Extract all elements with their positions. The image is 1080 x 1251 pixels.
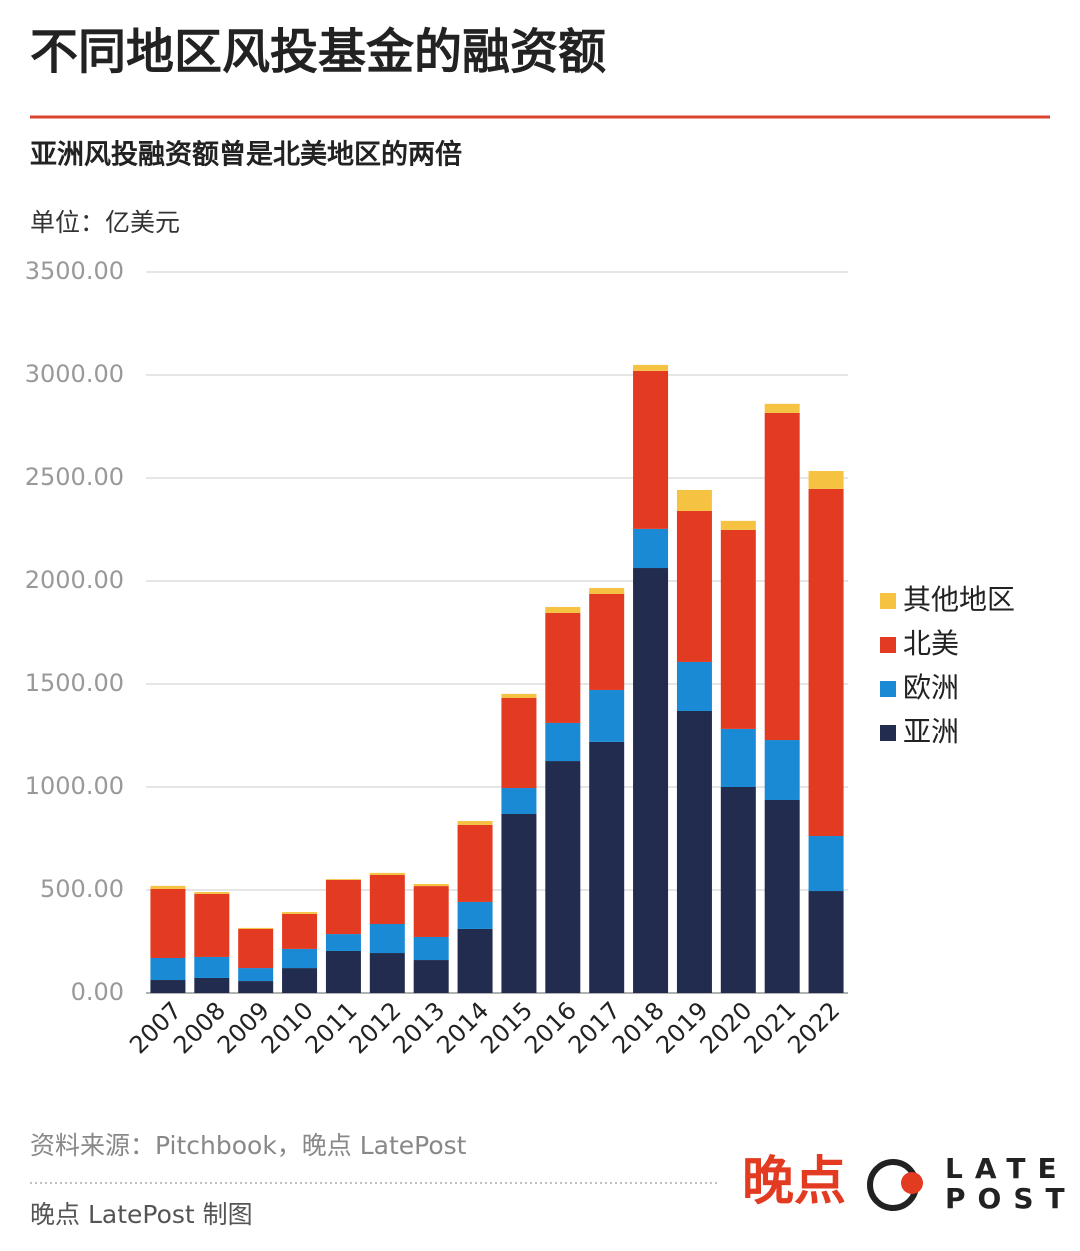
y-tick-label: 1000.00 — [25, 772, 124, 800]
bar-segment — [194, 893, 230, 957]
bar-segment — [369, 953, 405, 993]
bar-segment — [633, 370, 669, 529]
bar-segment — [238, 968, 274, 982]
bar-segment — [720, 787, 756, 993]
bar-segment — [150, 885, 186, 889]
bar-segment — [413, 936, 449, 961]
bar-segment — [325, 879, 361, 935]
bar-segment — [676, 661, 712, 711]
legend-label: 其他地区 — [903, 583, 1015, 616]
bar-segment — [325, 934, 361, 951]
bar-segment — [676, 489, 712, 511]
bar-segment — [720, 728, 756, 787]
bar-segment — [282, 968, 318, 993]
y-tick-label: 3000.00 — [25, 360, 124, 388]
legend-swatch — [880, 637, 896, 653]
logo-cn: 晚点 — [742, 1152, 846, 1212]
bar-segment — [194, 956, 230, 978]
bar-segment — [764, 412, 800, 741]
bar-segment — [282, 912, 318, 914]
bar-segment — [238, 927, 274, 929]
bar-segment — [194, 977, 230, 993]
x-tick-label: 2022 — [782, 996, 845, 1059]
chart-subtitle: 亚洲风投融资额曾是北美地区的两倍 — [30, 139, 462, 171]
bar-segment — [413, 960, 449, 993]
bar-segment — [238, 928, 274, 969]
bar-segment — [150, 888, 186, 958]
chart-title: 不同地区风投基金的融资额 — [30, 24, 606, 80]
bar-segment — [545, 606, 581, 613]
bar-segment — [589, 689, 625, 742]
bar-segment — [808, 470, 844, 489]
bar-segment — [194, 892, 230, 894]
legend-label: 亚洲 — [903, 715, 959, 748]
bar-segment — [589, 741, 625, 993]
bar-segment — [720, 529, 756, 729]
bar-segment — [501, 788, 537, 814]
source: 资料来源：Pitchbook，晚点 LatePost — [30, 1131, 467, 1160]
bar-segment — [238, 981, 274, 993]
logo-dot — [901, 1172, 923, 1194]
bar-segment — [501, 813, 537, 993]
y-tick-label: 1500.00 — [25, 669, 124, 697]
bar-segment — [808, 488, 844, 837]
bar-segment — [282, 913, 318, 949]
bar-segment — [633, 528, 669, 569]
bar-segment — [589, 593, 625, 690]
y-tick-label: 500.00 — [40, 875, 124, 903]
y-tick-label: 3500.00 — [25, 257, 124, 285]
bar-segment — [764, 799, 800, 993]
legend-label: 欧洲 — [903, 671, 959, 704]
bar-segment — [457, 901, 493, 929]
bar-segment — [633, 364, 669, 371]
y-tick-label: 0.00 — [71, 978, 124, 1006]
bar-segment — [633, 568, 669, 993]
legend-swatch — [880, 681, 896, 697]
bar-segment — [545, 761, 581, 993]
bar-segment — [457, 824, 493, 902]
y-tick-label: 2000.00 — [25, 566, 124, 594]
bar-segment — [501, 698, 537, 789]
bar-segment — [369, 872, 405, 875]
bar-segment — [589, 588, 625, 594]
bar-segment — [325, 879, 361, 880]
bar-segment — [808, 891, 844, 993]
bar-segment — [457, 820, 493, 825]
bar-segment — [325, 950, 361, 993]
bar-segment — [369, 923, 405, 954]
bar-segment — [150, 980, 186, 993]
legend-label: 北美 — [903, 627, 959, 660]
bar-segment — [545, 722, 581, 762]
bar-segment — [501, 693, 537, 699]
bar-segment — [150, 957, 186, 981]
logo-en-top: LATE — [945, 1152, 1069, 1185]
bar-segment — [413, 884, 449, 887]
bar-segment — [457, 928, 493, 993]
legend-swatch — [880, 725, 896, 741]
bar-segment — [676, 710, 712, 993]
bar-segment — [676, 510, 712, 662]
bar-segment — [808, 836, 844, 892]
legend-swatch — [880, 593, 896, 609]
bar-segment — [413, 886, 449, 937]
bar-segment — [282, 948, 318, 969]
bar-segment — [720, 520, 756, 530]
y-tick-label: 2500.00 — [25, 463, 124, 491]
bar-segment — [764, 403, 800, 413]
unit-label: 单位：亿美元 — [30, 208, 180, 237]
credit: 晚点 LatePost 制图 — [30, 1200, 253, 1229]
logo-en-bottom: POST — [945, 1182, 1077, 1215]
bar-segment — [545, 612, 581, 723]
bar-segment — [764, 740, 800, 800]
bar-segment — [369, 874, 405, 924]
